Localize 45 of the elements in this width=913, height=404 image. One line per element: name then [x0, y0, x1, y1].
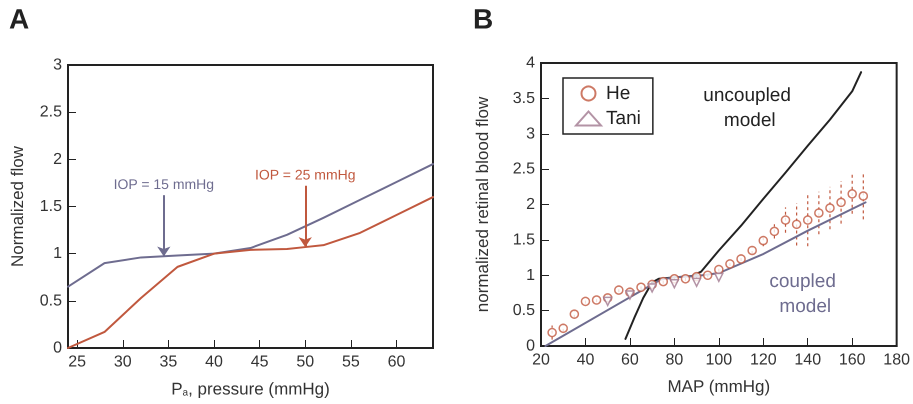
x-tick-label: 25 [68, 354, 86, 370]
legend-label: Tani [606, 108, 641, 129]
y-tick-label: 0 [53, 340, 62, 356]
y-tick-label: 1 [526, 266, 536, 284]
y-tick-label: 4 [526, 54, 536, 72]
x-tick-label: 35 [159, 354, 178, 370]
y-axis-title: Normalized flow [8, 145, 27, 267]
x-tick-label: 40 [205, 354, 223, 370]
y-tick-label: 3.5 [512, 90, 536, 107]
y-tick-label: 3 [526, 125, 536, 142]
annotation: IOP = 25 mmHg [254, 166, 356, 183]
x-tick-label: 60 [621, 352, 639, 368]
x-tick-label: 50 [296, 354, 314, 370]
y-axis-title: normalized retinal blood flow [473, 96, 492, 312]
x-tick-label: 180 [883, 352, 910, 368]
y-tick-label: 1.5 [40, 198, 62, 215]
y-tick-label: 2.5 [512, 160, 536, 178]
x-tick-label: 45 [250, 354, 269, 370]
x-tick-label: 40 [576, 352, 594, 368]
x-axis-title: MAP (mmHg) [668, 377, 770, 396]
x-tick-label: 80 [665, 352, 684, 368]
legend-label: He [606, 83, 630, 104]
series-label: uncoupled model [703, 84, 796, 131]
y-tick-label: 3 [53, 56, 62, 74]
y-tick-label: 1.5 [512, 231, 536, 248]
x-tick-label: 160 [838, 352, 866, 368]
y-tick-label: 2 [526, 196, 536, 213]
y-tick-label: 1 [53, 245, 62, 262]
y-tick-label: 0.5 [40, 292, 62, 310]
x-tick-label: 60 [388, 354, 406, 370]
x-axis-title: Pa, pressure (mmHg) [171, 380, 330, 398]
y-tick-label: 0 [526, 338, 536, 354]
chart-title: A [9, 4, 30, 34]
series-label: coupled model [769, 271, 842, 318]
x-tick-label: 140 [794, 352, 822, 368]
x-tick-label: 20 [532, 352, 550, 368]
x-tick-label: 120 [750, 352, 777, 368]
chart-title: B [473, 4, 494, 34]
annotation: IOP = 15 mmHg [114, 176, 214, 192]
x-tick-label: 55 [342, 354, 360, 370]
y-tick-label: 0.5 [512, 302, 536, 320]
x-tick-label: 30 [114, 354, 132, 370]
x-tick-label: 100 [705, 352, 732, 368]
y-tick-label: 2 [53, 150, 62, 168]
y-tick-label: 2.5 [40, 104, 62, 121]
